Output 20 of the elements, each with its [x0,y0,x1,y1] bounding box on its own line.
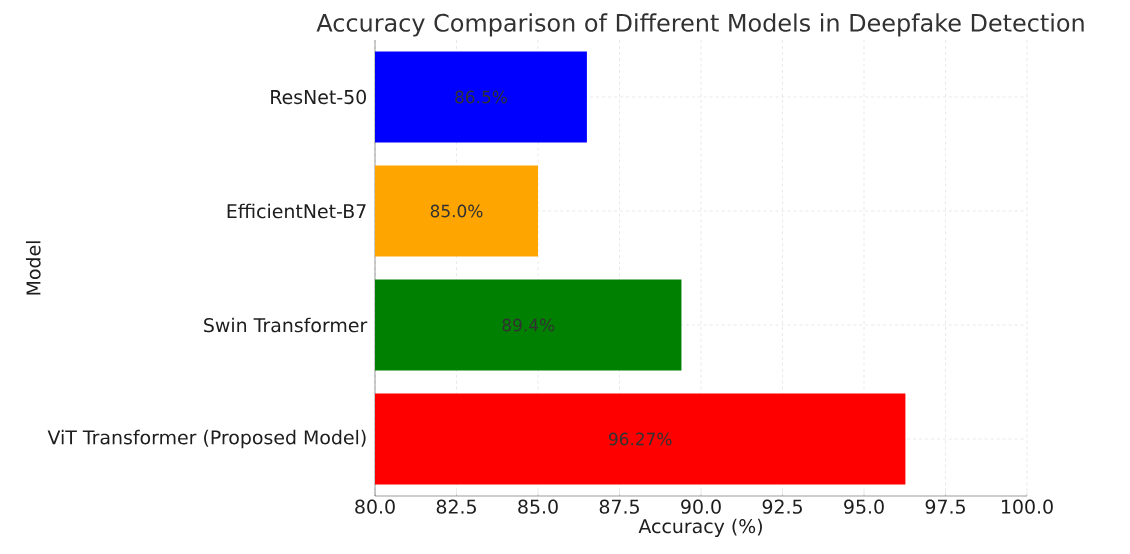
x-tick-label: 97.5 [925,499,965,514]
y-tick-label: EfficientNet-B7 [227,203,366,219]
x-tick-label: 80.0 [355,499,395,514]
y-tick-label: ViT Transformer (Proposed Model) [47,429,366,449]
data-label: 86.5% [455,90,507,104]
x-tick-label: 100.0 [1001,499,1053,514]
x-tick-label: 95.0 [844,499,884,514]
x-tick-label: 85.0 [518,499,558,514]
x-tick-label: 92.5 [762,499,802,514]
y-axis-title: Model [26,241,41,295]
x-axis-title: Accuracy (%) [638,518,762,537]
data-label: 85.0% [430,204,483,218]
data-label: 89.4% [502,318,555,332]
chart-title: Accuracy Comparison of Different Models in Deepfake Detection [316,13,1084,37]
x-tick-label: 82.5 [436,499,476,514]
x-tick-label: 90.0 [681,499,721,514]
data-label: 96.27% [608,432,672,446]
y-tick-label: ResNet-50 [271,89,366,105]
y-tick-label: Swin Transformer [204,317,368,333]
x-tick-label: 87.5 [599,499,639,514]
